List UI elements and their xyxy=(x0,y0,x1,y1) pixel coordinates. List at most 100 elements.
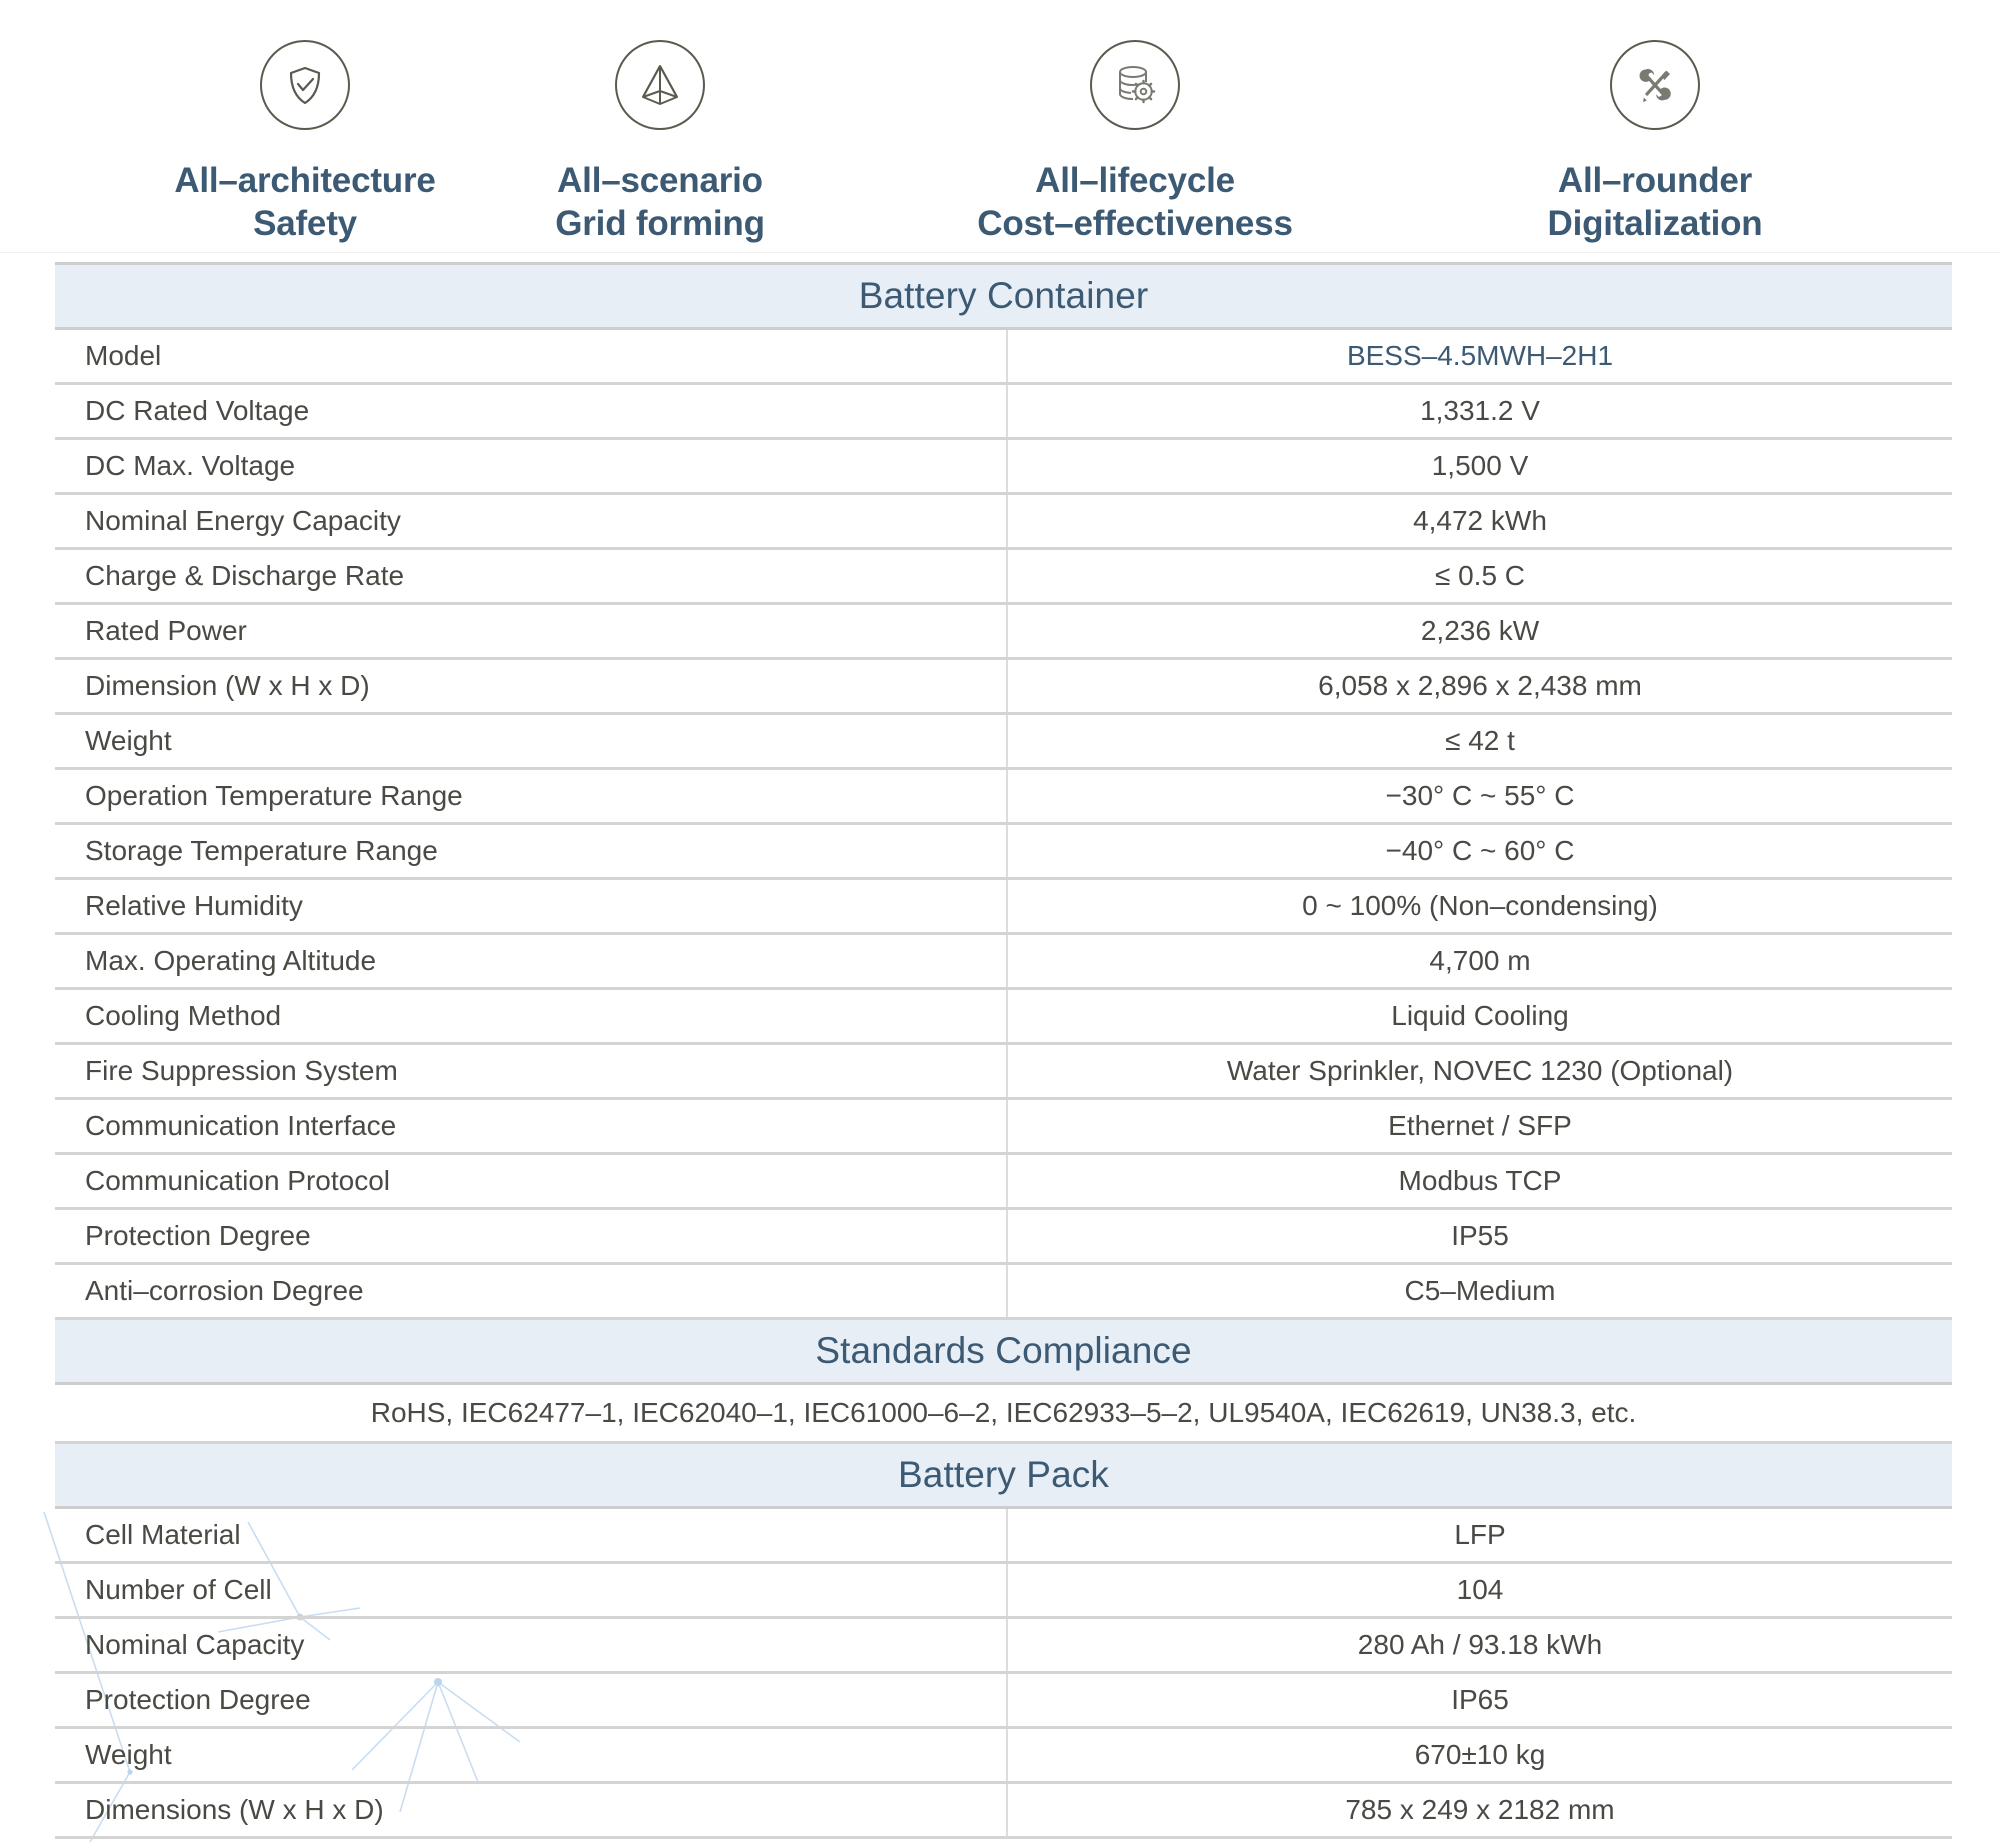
feature-all-architecture-safety: All–architecture Safety xyxy=(70,40,540,245)
feature-title: All–scenario Grid forming xyxy=(480,160,840,245)
spec-row-label: Nominal Energy Capacity xyxy=(55,493,1008,551)
spec-section-header: Battery Pack xyxy=(55,1441,1952,1510)
spec-row: Charge & Discharge Rate ≤ 0.5 C xyxy=(55,548,1952,606)
spec-row-value: Liquid Cooling xyxy=(1007,988,1952,1046)
spec-row-value: ≤ 0.5 C xyxy=(1007,548,1952,606)
spec-row-value: 4,472 kWh xyxy=(1007,493,1952,551)
spec-row-value: C5–Medium xyxy=(1007,1263,1952,1321)
spec-row: Model BESS–4.5MWH–2H1 xyxy=(55,328,1952,386)
spec-row-value: 4,700 m xyxy=(1007,933,1952,991)
spec-row-value: 1,331.2 V xyxy=(1007,383,1952,441)
spec-row: Dimensions (W x H x D) 785 x 249 x 2182 m… xyxy=(55,1782,1952,1840)
spec-row: Operation Temperature Range −30° C ~ 55° … xyxy=(55,768,1952,826)
feature-title: All–rounder Digitalization xyxy=(1440,160,1870,245)
spec-row-label: Communication Interface xyxy=(55,1098,1008,1156)
spec-row: Weight ≤ 42 t xyxy=(55,713,1952,771)
spec-row-value: Modbus TCP xyxy=(1007,1153,1952,1211)
spec-row: Nominal Energy Capacity 4,472 kWh xyxy=(55,493,1952,551)
spec-row-label: Cooling Method xyxy=(55,988,1008,1046)
spec-row-value: 1,500 V xyxy=(1007,438,1952,496)
spec-row-value: 0 ~ 100% (Non–condensing) xyxy=(1007,878,1952,936)
spec-row-value: 2,236 kW xyxy=(1007,603,1952,661)
spec-row: Max. Operating Altitude 4,700 m xyxy=(55,933,1952,991)
spec-row-value: IP55 xyxy=(1007,1208,1952,1266)
spec-row-label: Number of Cell xyxy=(55,1562,1008,1620)
spec-row-label: Storage Temperature Range xyxy=(55,823,1008,881)
spec-row: Cell Material LFP xyxy=(55,1507,1952,1565)
feature-line2: Safety xyxy=(253,203,357,243)
specification-table-container: Battery Container Model BESS–4.5MWH–2H1 DC … xyxy=(0,252,2000,1840)
feature-highlights: All–architecture Safety All–scenario Grid … xyxy=(0,0,2000,245)
spec-section-title: Battery Pack xyxy=(55,1441,1952,1510)
spec-row-label: Dimensions (W x H x D) xyxy=(55,1782,1008,1840)
spec-row: Nominal Capacity 280 Ah / 93.18 kWh xyxy=(55,1617,1952,1675)
spec-row: Communication Protocol Modbus TCP xyxy=(55,1153,1952,1211)
spec-section-title: Standards Compliance xyxy=(55,1317,1952,1386)
spec-row-label: Operation Temperature Range xyxy=(55,768,1008,826)
spec-row: Number of Cell 104 xyxy=(55,1562,1952,1620)
feature-line1: All–rounder xyxy=(1557,161,1753,200)
feature-all-lifecycle-cost-effectiveness: All–lifecycle Cost–effectiveness xyxy=(900,40,1370,245)
spec-row-value: 104 xyxy=(1007,1562,1952,1620)
spec-row: DC Max. Voltage 1,500 V xyxy=(55,438,1952,496)
spec-row: Rated Power 2,236 kW xyxy=(55,603,1952,661)
spec-compliance-text: RoHS, IEC62477–1, IEC62040–1, IEC61000–6… xyxy=(55,1383,1952,1445)
pyramid-grid-icon xyxy=(615,40,705,130)
feature-line1: All–lifecycle xyxy=(1035,161,1235,200)
spec-row-label: Rated Power xyxy=(55,603,1008,661)
spec-row-value: 670±10 kg xyxy=(1007,1727,1952,1785)
feature-all-scenario-grid-forming: All–scenario Grid forming xyxy=(480,40,840,245)
spec-full-width-row: RoHS, IEC62477–1, IEC62040–1, IEC61000–6… xyxy=(55,1383,1952,1445)
feature-line2: Grid forming xyxy=(555,203,765,243)
spec-row: DC Rated Voltage 1,331.2 V xyxy=(55,383,1952,441)
spec-row-label: Anti–corrosion Degree xyxy=(55,1263,1008,1321)
spec-row-value: −40° C ~ 60° C xyxy=(1007,823,1952,881)
spec-row-value: ≤ 42 t xyxy=(1007,713,1952,771)
spec-row-value: 6,058 x 2,896 x 2,438 mm xyxy=(1007,658,1952,716)
spec-row-value: 280 Ah / 93.18 kWh xyxy=(1007,1617,1952,1675)
shield-check-icon xyxy=(260,40,350,130)
spec-section-header: Battery Container xyxy=(55,262,1952,331)
spec-row: Anti–corrosion Degree C5–Medium xyxy=(55,1263,1952,1321)
spec-row-label: Relative Humidity xyxy=(55,878,1008,936)
spec-row-label: DC Max. Voltage xyxy=(55,438,1008,496)
spec-row-value: Water Sprinkler, NOVEC 1230 (Optional) xyxy=(1007,1043,1952,1101)
spec-row-value: Ethernet / SFP xyxy=(1007,1098,1952,1156)
spec-row-label: Model xyxy=(55,328,1008,386)
spec-row-label: Weight xyxy=(55,713,1008,771)
spec-row-value: IP65 xyxy=(1007,1672,1952,1730)
feature-title: All–architecture Safety xyxy=(70,160,540,245)
feature-line2: Digitalization xyxy=(1547,203,1763,243)
spec-row: Fire Suppression System Water Sprinkler, … xyxy=(55,1043,1952,1101)
spec-row: Dimension (W x H x D) 6,058 x 2,896 x 2,4… xyxy=(55,658,1952,716)
spec-row: Communication Interface Ethernet / SFP xyxy=(55,1098,1952,1156)
spec-row-label: DC Rated Voltage xyxy=(55,383,1008,441)
spec-row: Relative Humidity 0 ~ 100% (Non–condensin… xyxy=(55,878,1952,936)
feature-line2: Cost–effectiveness xyxy=(977,203,1293,243)
spec-row-label: Fire Suppression System xyxy=(55,1043,1008,1101)
spec-section-title: Battery Container xyxy=(55,262,1952,331)
spec-row-label: Weight xyxy=(55,1727,1008,1785)
spec-row-label: Nominal Capacity xyxy=(55,1617,1008,1675)
database-gear-icon xyxy=(1090,40,1180,130)
spec-row-value: LFP xyxy=(1007,1507,1952,1565)
spec-section-header: Standards Compliance xyxy=(55,1317,1952,1386)
spec-row-label: Max. Operating Altitude xyxy=(55,933,1008,991)
spec-row: Weight 670±10 kg xyxy=(55,1727,1952,1785)
spec-row-value: 785 x 249 x 2182 mm xyxy=(1007,1782,1952,1840)
top-divider xyxy=(0,252,2000,254)
spec-row-label: Dimension (W x H x D) xyxy=(55,658,1008,716)
spec-row: Protection Degree IP55 xyxy=(55,1208,1952,1266)
feature-title: All–lifecycle Cost–effectiveness xyxy=(900,160,1370,245)
spec-row-value: BESS–4.5MWH–2H1 xyxy=(1007,328,1952,386)
spec-row-label: Protection Degree xyxy=(55,1672,1008,1730)
feature-line1: All–architecture xyxy=(174,161,436,200)
spec-row-value: −30° C ~ 55° C xyxy=(1007,768,1952,826)
spec-row-label: Charge & Discharge Rate xyxy=(55,548,1008,606)
spec-row-label: Protection Degree xyxy=(55,1208,1008,1266)
wrench-screwdriver-icon xyxy=(1610,40,1700,130)
spec-row: Storage Temperature Range −40° C ~ 60° C xyxy=(55,823,1952,881)
spec-row: Cooling Method Liquid Cooling xyxy=(55,988,1952,1046)
spec-row-label: Cell Material xyxy=(55,1507,1008,1565)
feature-all-rounder-digitalization: All–rounder Digitalization xyxy=(1440,40,1870,245)
